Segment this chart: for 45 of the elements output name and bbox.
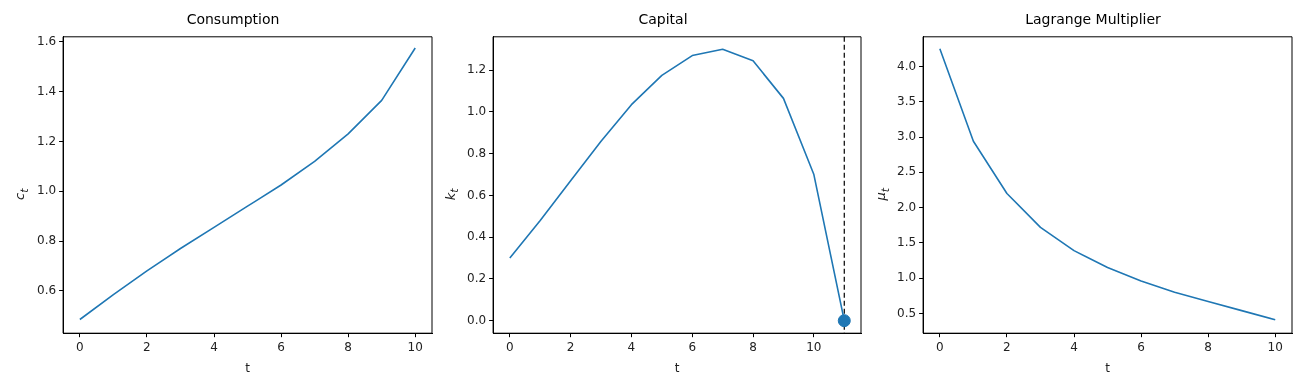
x-tick-label: 4 (210, 339, 218, 354)
y-tick-label: 0.2 (466, 271, 487, 286)
y-tick-label: 3.0 (896, 129, 917, 144)
y-tick-label: 1.0 (466, 104, 487, 119)
y-tick-label: 0.0 (466, 312, 487, 327)
x-tick-label: 2 (1003, 339, 1011, 354)
y-tick-label: 0.4 (466, 229, 487, 244)
y-tick-label: 1.4 (36, 83, 57, 98)
x-tick-label: 2 (143, 339, 151, 354)
x-tick-label: 8 (344, 339, 352, 354)
x-tick-label: 4 (627, 339, 636, 354)
x-tick-label: 6 (277, 339, 285, 354)
y-tick-label: 0.8 (36, 233, 57, 248)
y-tick-label: 0.8 (466, 145, 487, 160)
x-tick-label: 10 (407, 339, 423, 354)
y-tick-label: 0.6 (36, 282, 57, 297)
x-tick-label: 0 (936, 339, 944, 354)
x-axis-title: t (1105, 360, 1111, 375)
x-tick-label: 6 (688, 339, 697, 354)
x-tick-label: 10 (806, 339, 822, 354)
x-tick-label: 10 (1267, 339, 1283, 354)
y-tick-label: 0.6 (466, 187, 487, 202)
y-tick-label: 1.0 (896, 270, 917, 285)
x-tick-label: 8 (749, 339, 757, 354)
y-tick-label: 0.5 (896, 305, 917, 320)
y-tick-label: 1.6 (36, 33, 57, 48)
x-tick-label: 0 (76, 339, 84, 354)
y-tick-label: 1.5 (896, 234, 917, 249)
y-tick-label: 2.0 (896, 199, 917, 214)
y-tick-label: 3.5 (896, 93, 917, 108)
y-tick-label: 4.0 (896, 58, 917, 73)
x-tick-label: 0 (505, 339, 514, 354)
x-axis-title: t (674, 360, 680, 375)
x-tick-label: 8 (1204, 339, 1212, 354)
chart-title: Lagrange Multiplier (1025, 11, 1162, 28)
x-tick-label: 2 (566, 339, 575, 354)
y-tick-label: 1.2 (466, 62, 487, 77)
y-tick-label: 1.2 (36, 133, 57, 148)
x-axis-title: t (245, 360, 251, 375)
x-tick-label: 6 (1137, 339, 1145, 354)
chart-title: Consumption (186, 11, 280, 28)
y-tick-label: 2.5 (896, 164, 917, 179)
chart-title: Capital (638, 11, 688, 28)
x-tick-label: 4 (1070, 339, 1078, 354)
y-tick-label: 1.0 (36, 183, 57, 198)
